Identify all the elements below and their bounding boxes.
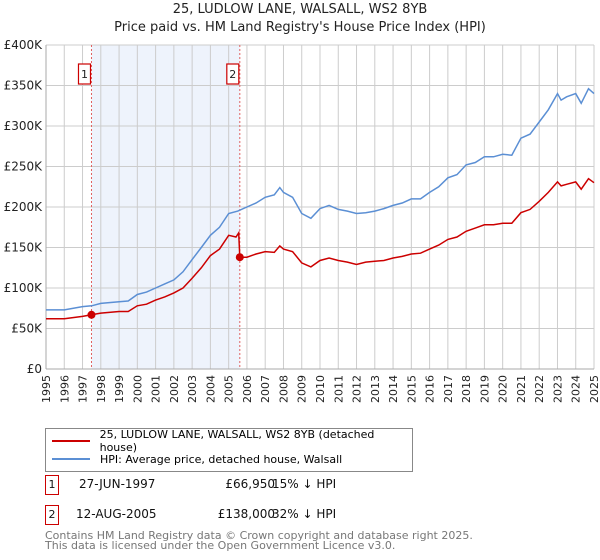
chart-title: 25, LUDLOW LANE, WALSALL, WS2 8YB <box>172 2 428 17</box>
plot-area: 1995 1996 1997 1998 1999 2000 2001 2002 2003 2004… <box>4 38 600 403</box>
sale-date: 12-AUG-2005 <box>76 507 157 521</box>
sale-point <box>235 253 244 262</box>
x-tick-label: 2011 <box>332 375 345 403</box>
sale-marker-label: 1 <box>81 68 88 81</box>
y-tick-label: £100K <box>4 281 44 295</box>
sale-marker-box <box>77 63 92 85</box>
y-tick-label: £350K <box>4 79 44 93</box>
sale-number: 1 <box>45 475 59 495</box>
x-tick-label: 2019 <box>478 375 491 403</box>
x-tick-label: 2025 <box>588 375 600 403</box>
legend-item-property: 25, LUDLOW LANE, WALSALL, WS2 8YB (detac… <box>52 428 412 454</box>
sale-date: 27-JUN-1997 <box>79 477 156 491</box>
footer: Contains HM Land Registry data © Crown c… <box>45 529 473 552</box>
legend: 25, LUDLOW LANE, WALSALL, WS2 8YB (detac… <box>45 428 413 472</box>
y-tick-label: £200K <box>4 200 44 214</box>
hpi-line <box>46 87 595 311</box>
legend-swatch-red <box>52 440 90 442</box>
y-tick-label: £0 <box>27 362 42 376</box>
x-tick-label: 2003 <box>186 375 199 403</box>
x-tick-label: 2008 <box>277 375 290 403</box>
x-tick-label: 2022 <box>533 375 546 403</box>
sale-number: 2 <box>45 505 59 525</box>
x-tick-label: 1995 <box>40 375 53 403</box>
x-tick-label: 2004 <box>204 375 217 403</box>
legend-item-hpi: HPI: Average price, detached house, Wals… <box>52 451 342 467</box>
x-tick-label: 2007 <box>259 375 272 403</box>
x-tick-label: 2020 <box>497 375 510 403</box>
footer-copyright: Contains HM Land Registry data © Crown c… <box>45 529 473 542</box>
sale-hpi-diff: 15% ↓ HPI <box>272 477 337 491</box>
x-tick-label: 2000 <box>131 375 144 403</box>
footer-licence: This data is licensed under the Open Gov… <box>45 539 396 552</box>
sale-marker-box <box>226 63 240 85</box>
sale-point <box>87 310 96 319</box>
x-tick-label: 2001 <box>150 375 163 403</box>
x-tick-label: 2009 <box>296 375 309 403</box>
x-tick-label: 2013 <box>369 375 382 403</box>
x-tick-label: 2014 <box>387 375 400 403</box>
sale-marker-label: 2 <box>229 68 236 81</box>
y-tick-label: £50K <box>11 322 43 336</box>
x-tick-label: 1996 <box>58 375 71 403</box>
x-tick-label: 1999 <box>113 375 126 403</box>
x-tick-label: 2018 <box>460 375 473 403</box>
y-tick-label: £150K <box>4 241 44 255</box>
y-tick-label: £400K <box>4 38 44 52</box>
y-tick-label: £250K <box>4 160 44 174</box>
x-tick-label: 2010 <box>314 375 327 403</box>
sale-hpi-diff: 32% ↓ HPI <box>272 507 337 521</box>
x-tick-label: 2024 <box>570 375 583 403</box>
x-tick-label: 1997 <box>77 375 90 403</box>
price-paid-line <box>46 177 595 320</box>
x-tick-label: 1998 <box>95 375 108 403</box>
x-tick-label: 2015 <box>405 375 418 403</box>
x-tick-label: 2006 <box>241 375 254 403</box>
legend-label: HPI: Average price, detached house, Wals… <box>100 452 343 466</box>
y-tick-label: £300K <box>4 119 44 133</box>
x-tick-label: 2002 <box>168 375 181 403</box>
x-tick-label: 2021 <box>515 375 528 403</box>
legend-label: 25, LUDLOW LANE, WALSALL, WS2 8YB (detac… <box>99 428 375 454</box>
x-tick-label: 2012 <box>351 375 364 403</box>
sale-price: £138,000 <box>217 507 275 521</box>
x-tick-label: 2016 <box>424 375 437 403</box>
x-tick-label: 2017 <box>442 375 455 403</box>
x-tick-label: 2023 <box>551 375 564 403</box>
x-tick-label: 2005 <box>223 375 236 403</box>
legend-swatch-blue <box>52 458 90 460</box>
chart-subtitle: Price paid vs. HM Land Registry's House … <box>114 20 486 35</box>
sale-price: £66,950 <box>225 477 275 491</box>
